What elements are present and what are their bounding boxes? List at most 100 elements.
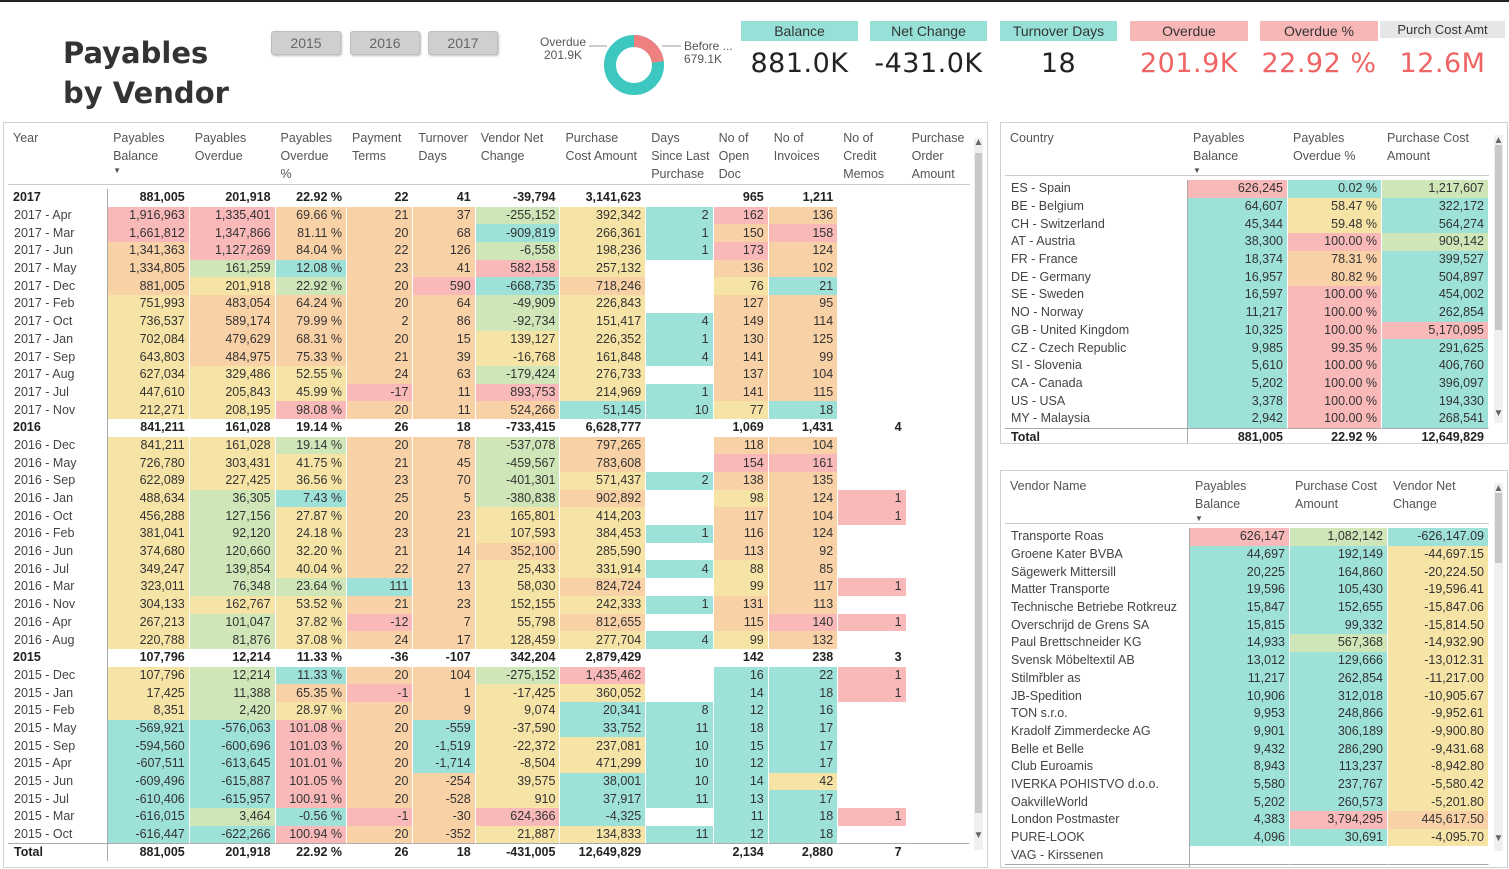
table-row[interactable]: IVERKA POHISTVO d.o.o. 5,580 237,767 -5,580…: [1005, 775, 1489, 794]
donut-slice-overdue[interactable]: [604, 35, 664, 95]
column-header[interactable]: Days Since Last Purchase: [646, 123, 714, 185]
table-row[interactable]: 2016 - Aug 220,788 81,876 37.08 % 24 17 128,45…: [8, 631, 970, 649]
scroll-up-icon[interactable]: ▲: [1493, 135, 1504, 146]
scroll-up-icon[interactable]: ▲: [973, 137, 984, 148]
table-row[interactable]: 2017 - Apr 1,916,963 1,335,401 69.66 % 21 37-…: [8, 206, 970, 225]
overdue-donut-chart[interactable]: [585, 30, 685, 100]
table-row[interactable]: DE - Germany 16,957 80.82 % 504,897: [1005, 268, 1489, 287]
column-header[interactable]: Purchase Cost Amount: [1290, 471, 1388, 524]
country-table-scrollbar[interactable]: [1494, 135, 1503, 423]
table-row[interactable]: 2016 - Dec 841,211 161,028 19.14 % 20 78 -537,…: [8, 436, 970, 455]
table-row[interactable]: JB-Spedition 10,906 312,018 -10,905.67: [1005, 687, 1489, 705]
table-row[interactable]: Technische Betriebe Rotkreuz 15,847 152,65…: [1005, 598, 1489, 617]
table-row[interactable]: SE - Sweden 16,597 100.00 % 454,002: [1005, 286, 1489, 304]
table-row[interactable]: 2015 - Feb 8,351 2,420 28.97 % 20 9 9,074 20,34…: [8, 701, 970, 720]
table-row[interactable]: 2016 - May 726,780 303,431 41.75 % 21 45 -459,…: [8, 454, 970, 472]
column-header[interactable]: No of Open Doc: [713, 123, 769, 185]
table-row[interactable]: Transporte Roas 626,147 1,082,142 -626,147.…: [1005, 528, 1489, 546]
column-header[interactable]: Purchase Order Amount: [906, 123, 970, 185]
column-header[interactable]: Payables Overdue %: [275, 123, 348, 185]
column-header[interactable]: Payables Balance ▼: [1190, 471, 1290, 524]
table-row[interactable]: FR - France 18,374 78.31 % 399,527: [1005, 250, 1489, 269]
vendor-table-scroll-thumb[interactable]: [1495, 493, 1502, 563]
table-row[interactable]: AT - Austria 38,300 100.00 % 909,142: [1005, 233, 1489, 251]
sort-descending-icon[interactable]: ▼: [1193, 166, 1201, 175]
column-header[interactable]: Payables Overdue: [189, 123, 276, 185]
table-row[interactable]: London Postmaster 4,383 3,794,295 445,617.5…: [1005, 811, 1489, 829]
scroll-down-icon[interactable]: ▼: [1493, 833, 1504, 844]
table-row[interactable]: GB - United Kingdom 10,325 100.00 % 5,170,0…: [1005, 321, 1489, 340]
year-slicer-2015[interactable]: 2015: [271, 31, 341, 55]
main-table-scroll-thumb[interactable]: [975, 153, 982, 813]
table-row[interactable]: 2016 - Oct 456,288 127,156 27.87 % 20 23 165,8…: [8, 507, 970, 526]
table-row[interactable]: 2017 - Oct 736,537 589,174 79.99 % 2 86 -92,73…: [8, 312, 970, 331]
table-row[interactable]: 2017 - Nov 212,271 208,195 98.08 % 20 11 524,2…: [8, 401, 970, 419]
table-row[interactable]: Groene Kater BVBA 44,697 192,149 -44,697.15: [1005, 545, 1489, 564]
table-row[interactable]: US - USA 3,378 100.00 % 194,330: [1005, 392, 1489, 410]
column-header[interactable]: No of Credit Memos: [838, 123, 907, 185]
table-row[interactable]: Kradolf Zimmerdecke AG 9,901 306,189 -9,900…: [1005, 722, 1489, 741]
table-row[interactable]: 2015 - Apr -607,511 -613,645 101.01 % 20 -1,7…: [8, 755, 970, 773]
table-row[interactable]: 2015 - May -569,921 -576,063 101.08 % 20 -559…: [8, 719, 970, 738]
table-row[interactable]: NO - Norway 11,217 100.00 % 262,854: [1005, 303, 1489, 322]
table-row[interactable]: 2016 - Nov 304,133 162,767 53.52 % 21 23 152,1…: [8, 595, 970, 614]
main-table-scrollbar[interactable]: [974, 138, 983, 850]
column-header[interactable]: Year: [8, 123, 109, 185]
table-row[interactable]: CA - Canada 5,202 100.00 % 396,097: [1005, 374, 1489, 393]
table-row[interactable]: 2015 - Mar -616,015 3,464 -0.56 % -1 -30 624,3…: [8, 808, 970, 826]
table-row[interactable]: CH - Switzerland 45,344 59.48 % 564,274: [1005, 215, 1489, 234]
table-row[interactable]: 2017 - Feb 751,993 483,054 64.24 % 20 64 -49,9…: [8, 295, 970, 313]
table-row[interactable]: 2016 - Jan 488,634 36,305 7.43 % 25 5 -380,838…: [8, 489, 970, 508]
table-row[interactable]: 2015 - Jul -610,406 -615,957 100.91 % 20 -528…: [8, 790, 970, 809]
table-row[interactable]: Paul Brettschneider KG 14,933 567,368 -14,9…: [1005, 634, 1489, 652]
table-row[interactable]: Club Euroamis 8,943 113,237 -8,942.80: [1005, 757, 1489, 776]
year-group-row[interactable]: 2017 881,005 201,918 22.92 % 22 41 -39,794 3,14…: [8, 189, 970, 207]
table-row[interactable]: Belle et Belle 9,432 286,290 -9,431.68: [1005, 740, 1489, 758]
table-row[interactable]: 2016 - Apr 267,213 101,047 37.82 % -12 7 55,79…: [8, 613, 970, 632]
scroll-down-icon[interactable]: ▼: [1493, 408, 1504, 419]
table-row[interactable]: 2017 - Dec 881,005 201,918 22.92 % 20 590 -668…: [8, 277, 970, 296]
payables-by-year-table[interactable]: ▲ ▼ Year Payables Balance ▼ Payables Overdu…: [3, 122, 988, 868]
column-header[interactable]: Purchase Cost Amount: [1382, 123, 1489, 176]
sort-descending-icon[interactable]: ▼: [113, 166, 121, 175]
year-slicer-2016[interactable]: 2016: [350, 31, 420, 55]
table-row[interactable]: PURE-LOOK 4,096 30,691 -4,095.70: [1005, 828, 1489, 847]
table-row[interactable]: MY - Malaysia 2,942 100.00 % 268,541: [1005, 409, 1489, 428]
table-row[interactable]: Matter Transporte 19,596 105,430 -19,596.41: [1005, 581, 1489, 599]
table-row[interactable]: 2015 - Jun -609,496 -615,887 101.05 % 20 -254…: [8, 772, 970, 791]
table-row[interactable]: TON s.r.o. 9,953 248,866 -9,952.61: [1005, 704, 1489, 723]
vendor-table-panel[interactable]: ▲ ▼ Vendor Name Payables Balance ▼ Purchase…: [1000, 470, 1508, 868]
table-row[interactable]: Svensk Möbeltextil AB 13,012 129,666 -13,01…: [1005, 651, 1489, 670]
sort-descending-icon[interactable]: ▼: [1195, 514, 1203, 523]
table-row[interactable]: 2017 - Jan 702,084 479,629 68.31 % 20 15 139,1…: [8, 330, 970, 349]
table-row[interactable]: 2016 - Jul 349,247 139,854 40.04 % 22 27 25,43…: [8, 560, 970, 579]
table-row[interactable]: OakvilleWorld 5,202 260,573 -5,201.80: [1005, 793, 1489, 811]
column-header[interactable]: Turnover Days: [413, 123, 476, 185]
column-header[interactable]: Payables Balance ▼: [1188, 123, 1288, 176]
table-row[interactable]: 2015 - Oct -616,447 -622,266 100.94 % 20 -352…: [8, 825, 970, 844]
table-row[interactable]: SI - Slovenia 5,610 100.00 % 406,760: [1005, 356, 1489, 375]
table-row[interactable]: 2015 - Dec 107,796 12,214 11.33 % 20 104 -275,…: [8, 666, 970, 685]
scroll-up-icon[interactable]: ▲: [1493, 483, 1504, 494]
table-row[interactable]: CZ - Czech Republic 9,985 99.35 % 291,625: [1005, 339, 1489, 357]
column-header[interactable]: Payables Balance ▼: [108, 123, 190, 185]
scroll-down-icon[interactable]: ▼: [973, 830, 984, 841]
column-header[interactable]: Vendor Net Change: [475, 123, 561, 185]
country-table-scroll-thumb[interactable]: [1495, 145, 1502, 330]
table-row[interactable]: 2017 - Jun 1,341,363 1,127,269 84.04 % 22 126…: [8, 242, 970, 260]
column-header[interactable]: Vendor Net Change: [1388, 471, 1489, 524]
table-row[interactable]: Overschrijd de Grens SA 15,815 99,332 -15,8…: [1005, 616, 1489, 635]
table-row[interactable]: BE - Belgium 64,607 58.47 % 322,172: [1005, 197, 1489, 216]
column-header[interactable]: Payables Overdue %: [1288, 123, 1382, 176]
vendor-table-scrollbar[interactable]: [1494, 483, 1503, 851]
column-header[interactable]: Country: [1005, 123, 1188, 176]
country-table-panel[interactable]: ▲ ▼ Country Payables Balance ▼ Payables Ove…: [1000, 122, 1508, 444]
year-group-row[interactable]: 2016 841,211 161,028 19.14 % 26 18 -733,415 6,6…: [8, 418, 970, 437]
table-row[interactable]: Sägewerk Mittersill 20,225 164,860 -20,224.…: [1005, 563, 1489, 582]
table-row[interactable]: ES - Spain 626,245 0.02 % 1,217,607: [1005, 180, 1489, 198]
table-row[interactable]: 2016 - Mar 323,011 76,348 23.64 % 111 13 58,03…: [8, 578, 970, 596]
table-row[interactable]: 2016 - Jun 374,680 120,660 32.20 % 21 14 352,1…: [8, 542, 970, 561]
year-slicer-2017[interactable]: 2017: [428, 31, 498, 55]
table-row[interactable]: 2016 - Feb 381,041 92,120 24.18 % 23 21 107,59…: [8, 525, 970, 543]
column-header[interactable]: Purchase Cost Amount: [560, 123, 647, 185]
